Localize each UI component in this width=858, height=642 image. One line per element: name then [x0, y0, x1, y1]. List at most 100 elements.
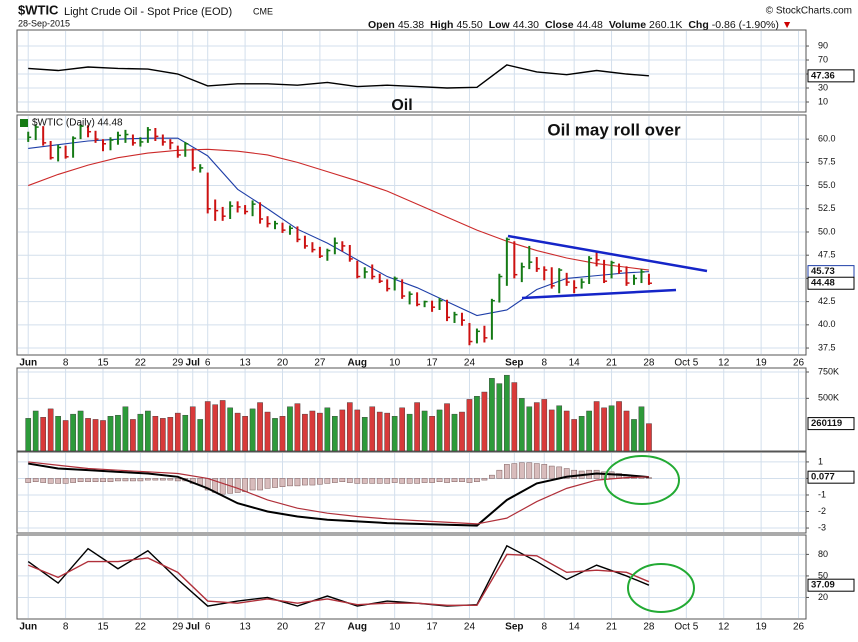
histogram-bar: [152, 478, 159, 481]
volume-bar: [287, 406, 293, 452]
volume-bar: [541, 399, 548, 452]
x-tick-label: 21: [606, 622, 618, 633]
histogram-bar: [533, 463, 540, 479]
x-tick-label: 10: [389, 622, 401, 633]
volume-bar: [32, 410, 39, 452]
quote-value: 45.50: [456, 19, 482, 31]
highlight-circle: [604, 455, 680, 505]
histogram-bar: [376, 478, 383, 484]
volume-bar: [466, 399, 473, 452]
histogram-bar: [324, 478, 331, 484]
x-tick-label: 20: [277, 622, 289, 633]
histogram-bar: [646, 477, 652, 479]
x-tick-label: Jun: [19, 358, 37, 369]
y-tick-label: 57.5: [818, 157, 836, 167]
histogram-bar: [361, 478, 368, 484]
histogram-bar: [526, 462, 533, 479]
volume-bar: [174, 412, 181, 452]
value-box: [807, 578, 855, 592]
volume-bar: [646, 423, 652, 452]
volume-bar: [107, 416, 114, 452]
volume-bar: [85, 418, 91, 452]
x-tick-label: 12: [718, 622, 730, 633]
volume-bar: [167, 417, 174, 452]
quote-label: Low: [489, 19, 511, 31]
volume-bar: [242, 416, 248, 452]
y-tick-label: -3: [818, 522, 826, 532]
exchange: CME: [253, 6, 273, 16]
histogram-bar: [137, 478, 144, 482]
volume-bar: [324, 407, 331, 452]
volume-bar: [436, 409, 443, 452]
volume-bar: [444, 403, 450, 452]
volume-bar: [227, 407, 233, 452]
volume-bar: [309, 410, 316, 452]
volume-bar: [212, 404, 219, 452]
volume-bar: [197, 419, 204, 452]
volume-bar: [369, 406, 376, 452]
value-box: [807, 276, 855, 290]
histogram-bar: [77, 478, 84, 483]
histogram-bar: [399, 478, 406, 484]
volume-bar: [533, 402, 540, 452]
histogram-bar: [354, 478, 361, 484]
x-tick-label: 6: [205, 622, 211, 633]
annotation: Oil: [391, 97, 412, 114]
histogram-bar: [219, 478, 226, 495]
volume-bar: [361, 417, 368, 452]
legend-swatch: [20, 119, 28, 127]
volume-bar: [152, 416, 159, 452]
x-tick-label: Sep: [505, 358, 523, 369]
y-tick-label: 42.5: [818, 296, 836, 306]
histogram-bar: [174, 478, 181, 482]
macd-line: [28, 462, 650, 527]
x-tick-label: 29: [172, 622, 184, 633]
volume-bar: [391, 416, 398, 452]
annotation: Oil may roll over: [547, 120, 681, 139]
quote-value: 44.30: [513, 19, 539, 31]
volume-bar: [332, 416, 338, 452]
histogram-bar: [518, 462, 525, 479]
volume-bar: [384, 412, 391, 452]
x-tick-label: Jul: [186, 358, 201, 369]
x-tick-label: 13: [240, 622, 252, 633]
y-tick-label: 500K: [818, 393, 839, 403]
volume-bar: [451, 413, 458, 452]
value-label: 0.077: [811, 472, 835, 483]
volume-bar: [272, 418, 278, 452]
volume-bar: [339, 409, 346, 452]
histogram-bar: [346, 478, 353, 483]
y-tick-label: 47.5: [818, 250, 836, 260]
x-tick-label: 26: [793, 622, 805, 633]
histogram-bar: [47, 478, 54, 484]
x-tick-label: 12: [718, 358, 730, 369]
x-tick-label: 17: [427, 358, 439, 369]
plot: 1030507090Oil47.36Jun8152229Jul6132027Au…: [16, 29, 855, 633]
y-tick-label: 20: [818, 592, 828, 602]
symbol: $WTIC: [18, 2, 59, 17]
histogram-bar: [279, 478, 286, 487]
histogram-bar: [234, 478, 241, 493]
histogram-bar: [55, 478, 62, 484]
histogram-bar: [406, 478, 413, 484]
quote-value: 44.48: [577, 19, 603, 31]
panel: [16, 534, 807, 620]
histogram-bar: [556, 466, 563, 479]
volume-bar: [526, 406, 533, 452]
volume-bar: [264, 411, 271, 452]
value-label: 45.73: [811, 266, 835, 277]
x-tick-label: 15: [97, 622, 109, 633]
volume-bar: [115, 414, 121, 452]
volume-bar: [122, 406, 129, 452]
value-box: [807, 470, 855, 484]
trendline: [507, 234, 708, 273]
y-tick-label: -1: [818, 489, 826, 499]
histogram-bar: [107, 478, 114, 483]
histogram-bar: [70, 478, 76, 483]
y-tick-label: 90: [818, 40, 828, 50]
histogram-bar: [317, 478, 323, 485]
volume-bar: [601, 407, 607, 452]
x-tick-label: 8: [541, 622, 547, 633]
x-tick-label: 22: [135, 358, 147, 369]
volume-bar: [631, 419, 637, 452]
